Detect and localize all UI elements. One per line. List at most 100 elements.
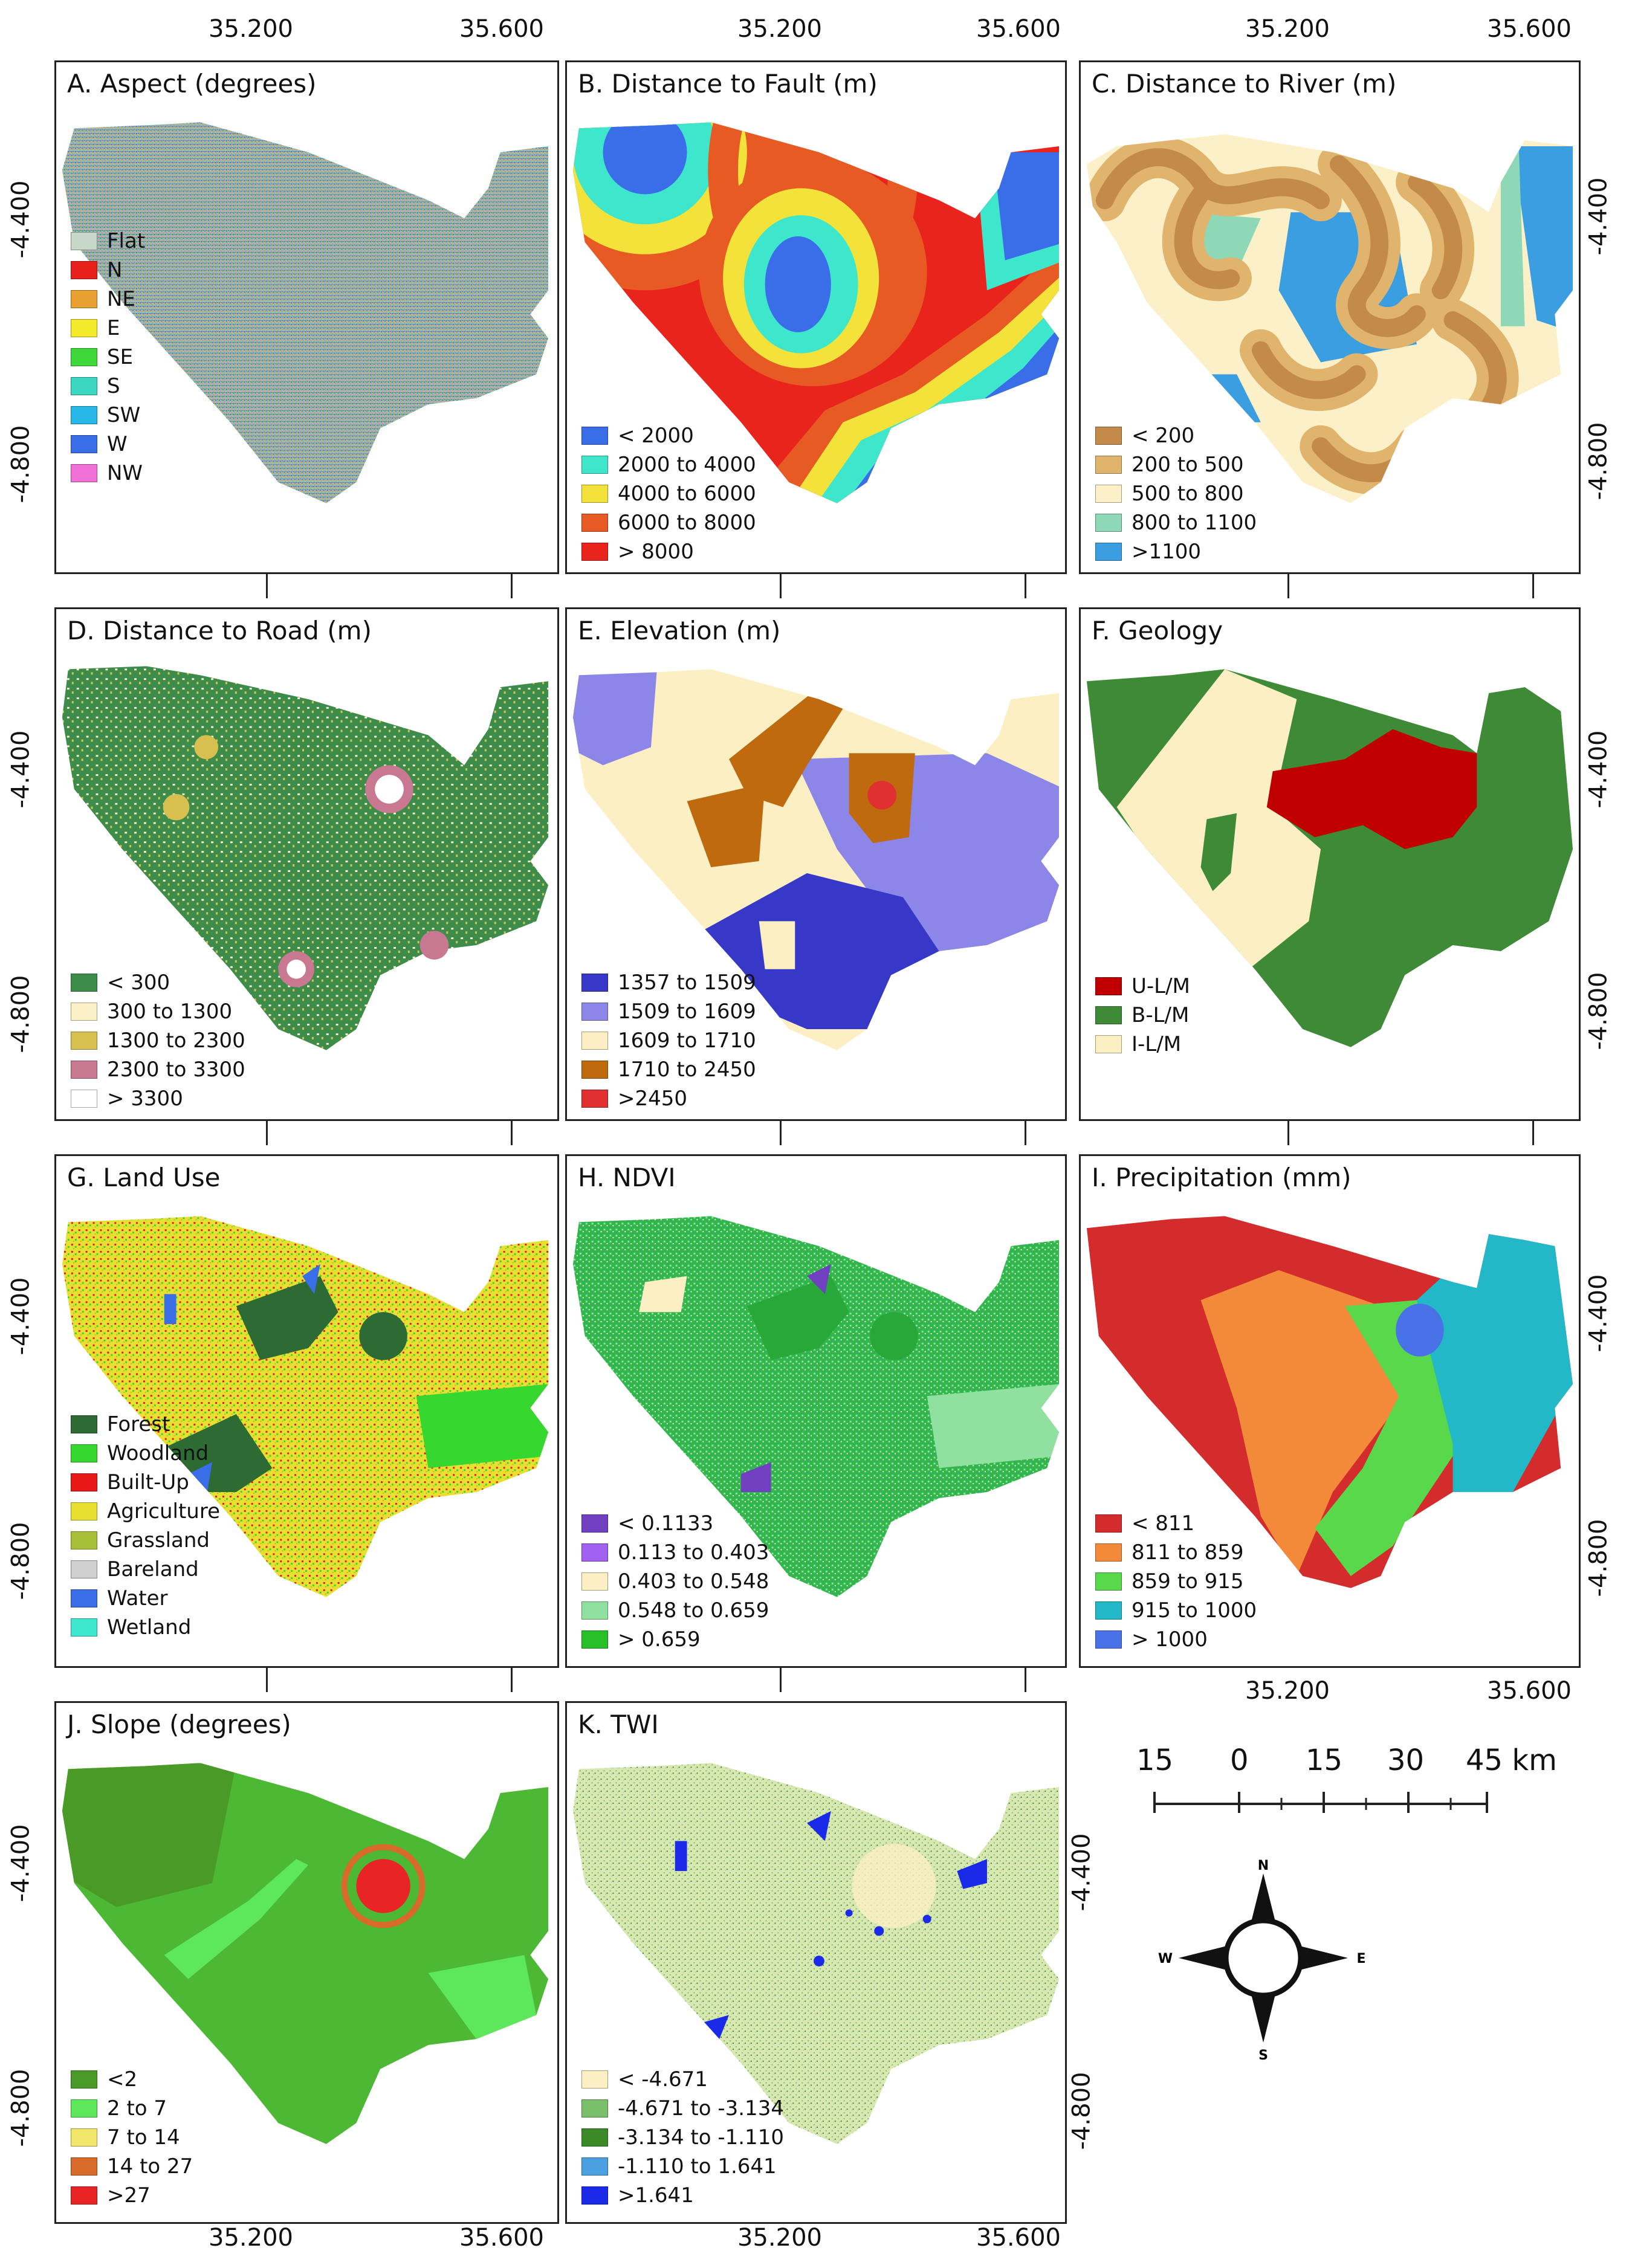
swatch <box>581 427 608 445</box>
swatch <box>581 2186 608 2205</box>
legend-item: < 200 <box>1095 421 1257 450</box>
legend-item: -3.134 to -1.110 <box>581 2123 784 2152</box>
swatch <box>581 2128 608 2147</box>
swatch <box>1095 1572 1122 1591</box>
swatch <box>71 1444 97 1462</box>
swatch <box>581 974 608 992</box>
lon-label-bottom-right-2: 35.600 <box>1487 1677 1572 1705</box>
swatch <box>71 464 97 482</box>
legend-item: 0.548 to 0.659 <box>581 1596 769 1625</box>
lat-label-right-i-2: -4.800 <box>1584 1519 1613 1597</box>
legend-item: 1509 to 1609 <box>581 997 756 1026</box>
legend-item: 6000 to 8000 <box>581 508 756 537</box>
swatch <box>1095 1630 1122 1649</box>
road-map <box>62 666 549 1050</box>
legend-item: 1609 to 1710 <box>581 1026 756 1055</box>
panel-precipitation: I. Precipitation (mm) < 811 811 to 859 8… <box>1079 1154 1581 1668</box>
legend-item: 915 to 1000 <box>1095 1596 1257 1625</box>
south-arrow-icon <box>1251 1994 1275 2043</box>
compass-e-label: E <box>1356 1951 1365 1966</box>
road-buffer <box>194 735 219 760</box>
panel-distance-to-road: D. Distance to Road (m) < 300 300 to 130… <box>54 607 559 1121</box>
legend: < 300 300 to 1300 1300 to 2300 2300 to 3… <box>71 968 245 1113</box>
swatch <box>581 1572 608 1591</box>
panel-title: D. Distance to Road (m) <box>67 616 372 645</box>
swatch <box>71 2070 97 2089</box>
swatch <box>1095 485 1122 503</box>
twi-map <box>572 1763 1060 2144</box>
legend-item: SW <box>71 401 145 430</box>
west-arrow-icon <box>1179 1946 1227 1970</box>
legend: Flat N NE E SE S SW W NW <box>71 227 145 488</box>
legend-item: > 1000 <box>1095 1625 1257 1654</box>
legend-item: S <box>71 372 145 401</box>
legend-item: Built-Up <box>71 1468 220 1497</box>
geology-map <box>1086 669 1573 1047</box>
swatch <box>71 348 97 366</box>
lat-label-right-f-1: -4.400 <box>1584 730 1613 809</box>
legend-item: > 8000 <box>581 537 756 566</box>
legend-item: 1710 to 2450 <box>581 1055 756 1084</box>
lat-label-left-j-2: -4.800 <box>7 2069 35 2147</box>
aspect-map <box>62 122 549 503</box>
panel-ndvi: H. NDVI < 0.1133 0.113 to 0.403 0.403 to… <box>565 1154 1067 1668</box>
panel-title: F. Geology <box>1092 616 1223 645</box>
lon-label-top-mid-2: 35.600 <box>976 15 1061 43</box>
panel-twi: K. TWI < -4.671 -4.671 to -3.134 -3.134 … <box>565 1701 1067 2224</box>
elevation-map <box>572 669 1060 1050</box>
swatch <box>71 319 97 337</box>
legend-item: Flat <box>71 227 145 256</box>
panel-distance-to-river: C. Distance to River (m) < 200 200 to 50… <box>1079 60 1581 574</box>
north-arrow-icon <box>1251 1873 1275 1922</box>
legend-item: 4000 to 6000 <box>581 479 756 508</box>
legend-item: B-L/M <box>1095 1001 1190 1030</box>
legend-item: -1.110 to 1.641 <box>581 2152 784 2181</box>
swatch <box>71 974 97 992</box>
road-buffer <box>287 959 306 979</box>
panel-title: A. Aspect (degrees) <box>67 69 317 99</box>
swatch <box>71 1061 97 1079</box>
panel-distance-to-fault: B. Distance to Fault (m) < 2000 2000 to … <box>565 60 1067 574</box>
legend: < 0.1133 0.113 to 0.403 0.403 to 0.548 0… <box>581 1509 769 1654</box>
legend-item: I-L/M <box>1095 1030 1190 1059</box>
lat-label-left-a-1: -4.400 <box>7 180 35 259</box>
legend: < 200 200 to 500 500 to 800 800 to 1100 … <box>1095 421 1257 566</box>
legend-item: Wetland <box>71 1613 220 1642</box>
swatch <box>1095 1035 1122 1053</box>
lat-label-right-k-2: -4.800 <box>1067 2072 1096 2150</box>
swatch <box>71 1618 97 1636</box>
legend: < 2000 2000 to 4000 4000 to 6000 6000 to… <box>581 421 756 566</box>
swatch <box>71 1502 97 1520</box>
swatch <box>581 456 608 474</box>
swatch <box>581 2157 608 2176</box>
lat-label-right-c-2: -4.800 <box>1584 422 1613 500</box>
swatch <box>1095 977 1122 995</box>
swatch <box>71 377 97 395</box>
panel-title: I. Precipitation (mm) <box>1092 1163 1352 1192</box>
panel-geology: F. Geology U-L/M B-L/M I-L/M <box>1079 607 1581 1121</box>
legend: U-L/M B-L/M I-L/M <box>1095 972 1190 1059</box>
swatch <box>581 2099 608 2118</box>
lat-label-left-d-1: -4.400 <box>7 730 35 809</box>
north-arrow-compass: N S E W <box>1158 1858 1366 2061</box>
legend-item: 500 to 800 <box>1095 479 1257 508</box>
legend: 1357 to 1509 1509 to 1609 1609 to 1710 1… <box>581 968 756 1113</box>
lat-label-left-g-1: -4.400 <box>7 1277 35 1355</box>
legend-item: E <box>71 314 145 343</box>
legend-item: U-L/M <box>1095 972 1190 1001</box>
compass-n-label: N <box>1258 1858 1269 1873</box>
lon-label-bottom-right-1: 35.200 <box>1245 1677 1330 1705</box>
compass-ring-icon <box>1223 1917 1304 1998</box>
swatch <box>71 435 97 453</box>
legend-item: 200 to 500 <box>1095 450 1257 479</box>
lat-label-right-i-1: -4.400 <box>1584 1274 1613 1352</box>
lat-label-left-j-1: -4.400 <box>7 1824 35 1902</box>
scale-label: 30 <box>1387 1743 1425 1777</box>
legend-item: 7 to 14 <box>71 2123 193 2152</box>
slope-map <box>62 1763 549 2144</box>
ndvi-map <box>572 1216 1060 1597</box>
legend-item: W <box>71 430 145 459</box>
legend-item: 1357 to 1509 <box>581 968 756 997</box>
aspect-region <box>62 122 549 503</box>
swatch <box>581 1601 608 1620</box>
